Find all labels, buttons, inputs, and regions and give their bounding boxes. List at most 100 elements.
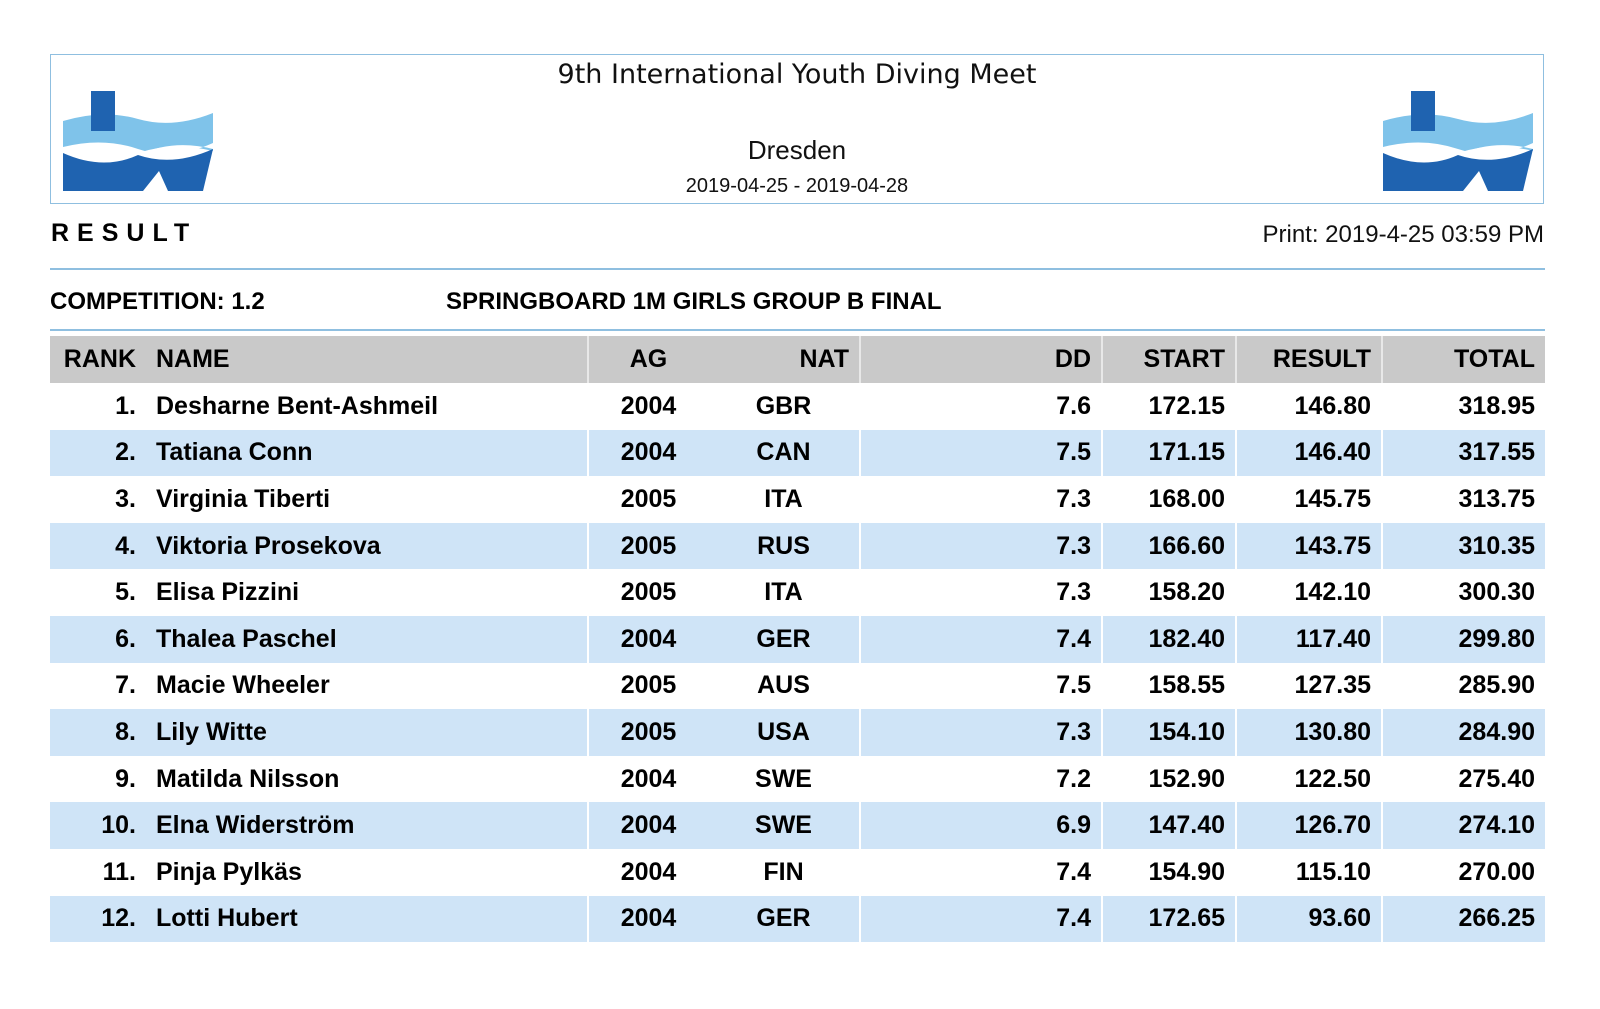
cell-nat: GER	[708, 895, 860, 943]
cell-ag: 2004	[587, 755, 708, 803]
cell-dd: 7.3	[859, 569, 1102, 616]
competition-number: COMPETITION: 1.2	[50, 288, 265, 315]
dsv-logo-icon	[63, 91, 213, 191]
cell-dd: 7.4	[859, 848, 1102, 896]
cell-start: 154.10	[1101, 709, 1236, 756]
cell-dd: 7.3	[859, 522, 1102, 570]
cell-start: 182.40	[1101, 615, 1236, 663]
cell-total: 313.75	[1381, 476, 1545, 523]
cell-rank: 2.	[50, 429, 146, 477]
cell-result: 122.50	[1235, 755, 1382, 803]
cell-start: 172.15	[1101, 383, 1236, 430]
cell-result: 130.80	[1235, 709, 1382, 756]
cell-result: 93.60	[1235, 895, 1382, 943]
cell-name: Elisa Pizzini	[156, 578, 300, 607]
results-table: RANK NAME AG NAT DD START RESULT TOTAL 1…	[50, 336, 1545, 943]
column-header-nat: NAT	[708, 336, 860, 383]
cell-name: Desharne Bent-Ashmeil	[156, 391, 439, 420]
cell-total: 318.95	[1381, 383, 1545, 430]
cell-nat: AUS	[757, 671, 810, 700]
column-header-ag: AG	[587, 336, 708, 383]
cell-ag: 2004	[587, 383, 708, 430]
cell-name: Lotti Hubert	[146, 895, 588, 943]
cell-dd: 7.3	[859, 709, 1102, 756]
cell-ag: 2004	[587, 429, 708, 477]
result-label: RESULT	[51, 219, 198, 247]
cell-nat: CAN	[708, 429, 860, 477]
cell-name: Matilda Nilsson	[156, 764, 340, 793]
cell-rank: 1.	[115, 391, 136, 420]
cell-dd: 7.3	[859, 476, 1102, 523]
cell-nat: GBR	[755, 391, 812, 420]
cell-nat: USA	[708, 709, 860, 756]
cell-nat: SWE	[708, 802, 860, 849]
cell-total: 299.80	[1381, 615, 1545, 663]
cell-rank: 12.	[50, 895, 146, 943]
print-timestamp: Print: 2019-4-25 03:59 PM	[1262, 221, 1545, 248]
cell-result: 143.75	[1235, 522, 1382, 570]
divider	[50, 268, 1545, 270]
table-row: 7. Macie Wheeler 2005 AUS 7.5 158.55 127.35 285…	[50, 662, 1545, 710]
meet-header: 9th International Youth Diving Meet Dres…	[50, 54, 1544, 204]
cell-name: Viktoria Prosekova	[146, 522, 588, 570]
cell-rank: 8.	[50, 709, 146, 756]
cell-ag: 2004	[587, 802, 708, 849]
table-row: 6. Thalea Paschel 2004 GER 7.4 182.40 117.40 29…	[50, 615, 1545, 663]
cell-start: 152.90	[1101, 755, 1236, 803]
cell-dd: 7.5	[859, 429, 1102, 477]
cell-start: 166.60	[1101, 522, 1236, 570]
cell-ag: 2005	[587, 662, 708, 710]
cell-rank: 7.	[115, 671, 136, 700]
table-row: 10. Elna Widerström 2004 SWE 6.9 147.40 126.70…	[50, 802, 1545, 849]
cell-total: 266.25	[1381, 895, 1545, 943]
cell-ag: 2005	[587, 709, 708, 756]
cell-ag: 2005	[587, 522, 708, 570]
cell-name: Pinja Pylkäs	[156, 857, 302, 886]
divider	[50, 329, 1545, 331]
cell-rank: 11.	[102, 857, 136, 886]
cell-rank: 10.	[50, 802, 146, 849]
cell-name: Tatiana Conn	[146, 429, 588, 477]
cell-rank: 5.	[115, 578, 136, 607]
cell-ag: 2005	[587, 569, 708, 616]
cell-result: 145.75	[1235, 476, 1382, 523]
cell-result: 115.10	[1235, 848, 1382, 896]
cell-start: 154.90	[1101, 848, 1236, 896]
cell-ag: 2004	[587, 895, 708, 943]
cell-name: Elna Widerström	[146, 802, 588, 849]
cell-name: Virginia Tiberti	[156, 484, 331, 513]
cell-ag: 2004	[587, 615, 708, 663]
cell-name: Lily Witte	[146, 709, 588, 756]
column-header-dd: DD	[859, 336, 1102, 383]
meet-city: Dresden	[747, 135, 847, 165]
column-header-start: START	[1101, 336, 1236, 383]
cell-nat: ITA	[764, 578, 803, 607]
cell-start: 168.00	[1101, 476, 1236, 523]
column-header-rank: RANK	[50, 336, 146, 383]
cell-nat: ITA	[764, 484, 803, 513]
cell-result: 127.35	[1235, 662, 1382, 710]
cell-total: 274.10	[1381, 802, 1545, 849]
cell-ag: 2004	[587, 848, 708, 896]
cell-total: 270.00	[1381, 848, 1545, 896]
cell-start: 158.55	[1101, 662, 1236, 710]
cell-dd: 7.2	[859, 755, 1102, 803]
cell-total: 275.40	[1381, 755, 1545, 803]
cell-rank: 6.	[50, 615, 146, 663]
table-row: 9. Matilda Nilsson 2004 SWE 7.2 152.90 122.50 2…	[50, 755, 1545, 803]
cell-start: 158.20	[1101, 569, 1236, 616]
table-row: 11. Pinja Pylkäs 2004 FIN 7.4 154.90 115.10 270…	[50, 848, 1545, 896]
cell-total: 317.55	[1381, 429, 1545, 477]
cell-dd: 7.4	[859, 615, 1102, 663]
meet-title: 9th International Youth Diving Meet	[557, 59, 1037, 90]
cell-rank: 3.	[115, 484, 136, 513]
table-row: 2. Tatiana Conn 2004 CAN 7.5 171.15 146.40 317.…	[50, 429, 1545, 477]
column-header-result: RESULT	[1235, 336, 1382, 383]
table-row: 1. Desharne Bent-Ashmeil 2004 GBR 7.6 172.15 1…	[50, 383, 1545, 430]
cell-total: 310.35	[1381, 522, 1545, 570]
cell-dd: 7.5	[859, 662, 1102, 710]
table-row: 3. Virginia Tiberti 2005 ITA 7.3 168.00 145.75…	[50, 476, 1545, 523]
cell-start: 147.40	[1101, 802, 1236, 849]
cell-start: 172.65	[1101, 895, 1236, 943]
dsv-logo-icon	[1383, 91, 1533, 191]
